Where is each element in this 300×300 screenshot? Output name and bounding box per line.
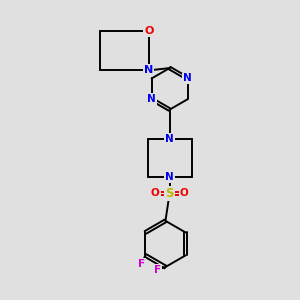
Text: N: N xyxy=(165,134,174,144)
Text: S: S xyxy=(165,187,174,200)
Text: O: O xyxy=(151,188,160,198)
Text: F: F xyxy=(154,265,161,275)
Text: N: N xyxy=(165,172,174,182)
Text: O: O xyxy=(179,188,188,198)
Text: N: N xyxy=(183,74,192,83)
Text: N: N xyxy=(147,94,156,104)
Text: O: O xyxy=(144,26,154,36)
Text: N: N xyxy=(144,65,154,75)
Text: F: F xyxy=(138,259,145,269)
